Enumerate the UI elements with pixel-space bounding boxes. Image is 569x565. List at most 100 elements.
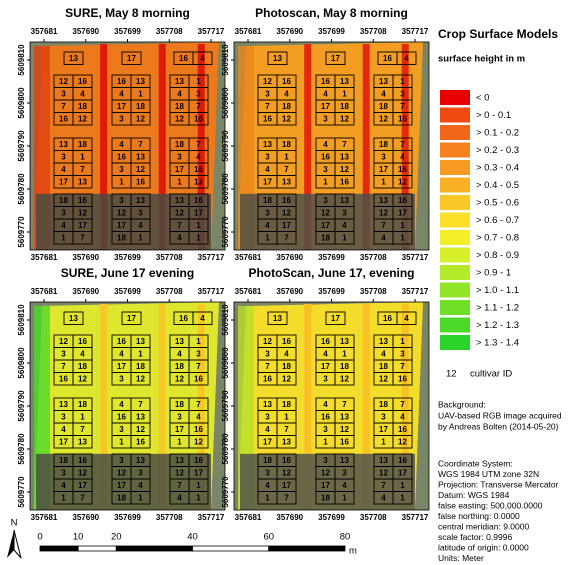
plot-id: 17 [321, 362, 330, 371]
plot-id: 3 [265, 412, 270, 421]
panel-title: Photoscan, May 8 morning [255, 6, 408, 20]
plot-id: 1 [119, 437, 124, 446]
plot-id: 16 [263, 374, 272, 383]
plot-id: 3 [323, 456, 328, 465]
plot-id: 3 [61, 349, 66, 358]
plot-id: 12 [59, 77, 68, 86]
plot-id: 18 [175, 362, 184, 371]
legend-label: > 1.0 - 1.1 [476, 285, 519, 296]
plot-id: 7 [80, 425, 85, 434]
legend-label: > 0.4 - 0.5 [476, 180, 519, 191]
plot-id: 7 [342, 140, 347, 149]
plot-id: 1 [119, 177, 124, 186]
plot-id: 4 [265, 221, 270, 230]
plot-id: 7 [138, 400, 143, 409]
plot-id: 17 [117, 221, 126, 230]
plot-id: 13 [282, 437, 291, 446]
legend-swatch [440, 318, 470, 333]
plot-id: 16 [194, 196, 203, 205]
plot-id: 17 [282, 221, 291, 230]
plot-id: 7 [342, 400, 347, 409]
plot-id: 17 [117, 481, 126, 490]
background-note: by Andreas Bolten (2014-05-20) [438, 421, 559, 431]
plot-id: 16 [398, 165, 407, 174]
plot-id: 4 [323, 140, 328, 149]
coordinate-note: Coordinate System: [438, 458, 513, 468]
easting-label: 357690 [276, 27, 303, 36]
plot-id: 12 [282, 374, 291, 383]
plot-id: 1 [400, 337, 405, 346]
easting-label: 357708 [156, 287, 183, 296]
plot-id: 3 [61, 208, 66, 217]
legend-swatch [440, 90, 470, 105]
plot-id: 16 [321, 412, 330, 421]
easting-label: 357717 [198, 27, 225, 36]
coordinate-note: Units: Meter [438, 553, 484, 563]
easting-label: 357690 [72, 287, 99, 296]
plot-id: 4 [138, 221, 143, 230]
plot-id: 16 [282, 456, 291, 465]
plot-id: 16 [321, 77, 330, 86]
plot-id: 13 [263, 140, 272, 149]
plot-id: 3 [323, 374, 328, 383]
easting-label: 357699 [114, 287, 141, 296]
plot-id: 12 [78, 208, 87, 217]
plot-id: 4 [400, 152, 405, 161]
plot-id: 13 [136, 152, 145, 161]
plot-id: 17 [194, 468, 203, 477]
plot-id: 3 [138, 468, 143, 477]
easting-label: 357690 [72, 513, 99, 522]
easting-label: 357708 [360, 27, 387, 36]
plot-id: 16 [59, 374, 68, 383]
northing-label: 5609810 [17, 44, 26, 76]
plot-id: 3 [61, 412, 66, 421]
coordinate-note: latitude of origin: 0.0000 [438, 542, 529, 552]
plot-id: 1 [80, 412, 85, 421]
plot-id: 12 [398, 177, 407, 186]
legend-label: > 0.7 - 0.8 [476, 233, 519, 244]
plot-id: 13 [379, 456, 388, 465]
plot-id: 7 [381, 221, 386, 230]
background-note: Background: [438, 399, 486, 409]
plot-id: 1 [284, 152, 289, 161]
plot-id: 16 [194, 425, 203, 434]
plot-id: 17 [321, 481, 330, 490]
northing-label: 5609780 [17, 433, 26, 465]
plot-id: 7 [400, 362, 405, 371]
plot-id: 17 [127, 314, 136, 323]
easting-label: 357699 [114, 253, 141, 262]
easting-label: 357717 [198, 287, 225, 296]
legend-label: > 0.8 - 0.9 [476, 250, 519, 261]
plot-id: 7 [80, 493, 85, 502]
plot-id: 1 [381, 437, 386, 446]
plot-id: 4 [323, 349, 328, 358]
plot-id: 17 [398, 468, 407, 477]
plot-id: 17 [321, 221, 330, 230]
plot-id: 18 [282, 102, 291, 111]
plot-id: 13 [69, 54, 78, 63]
plot-id: 16 [117, 412, 126, 421]
plot-id: 12 [263, 77, 272, 86]
plot-id: 7 [381, 481, 386, 490]
plot-id: 1 [138, 493, 143, 502]
plot-id: 17 [59, 437, 68, 446]
plot-id: 16 [398, 196, 407, 205]
plot-id: 12 [321, 208, 330, 217]
easting-label: 357690 [72, 253, 99, 262]
plot-id: 13 [340, 456, 349, 465]
plot-id: 13 [175, 456, 184, 465]
plot-id: 3 [265, 349, 270, 358]
plot-id: 13 [136, 337, 145, 346]
plot-id: 1 [138, 233, 143, 242]
plot-id: 7 [284, 165, 289, 174]
easting-label: 357690 [276, 513, 303, 522]
plot-id: 13 [136, 456, 145, 465]
plot-id: 17 [117, 102, 126, 111]
coordinate-note: false northing: 0.0000 [438, 511, 520, 521]
legend-label: > 0.3 - 0.4 [476, 163, 519, 174]
plot-id: 16 [194, 374, 203, 383]
easting-label: 357699 [318, 253, 345, 262]
plot-id: 1 [80, 152, 85, 161]
northing-label: 5609800 [221, 87, 230, 119]
plot-id: 12 [117, 208, 126, 217]
